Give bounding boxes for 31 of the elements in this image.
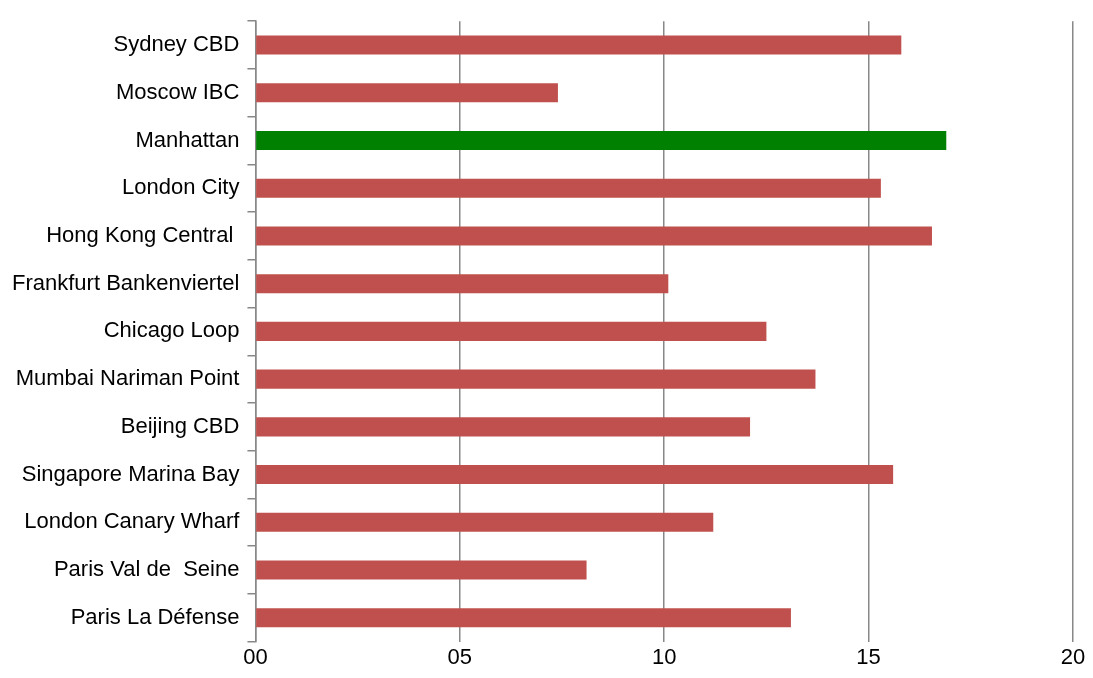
x-tick-label: 10 bbox=[651, 643, 677, 669]
y-tick-label: Frankfurt Bankenviertel bbox=[12, 269, 240, 295]
bar bbox=[256, 274, 669, 294]
y-tick-label: Paris Val de Seine bbox=[53, 556, 240, 582]
y-tick-label: Moscow IBC bbox=[115, 78, 240, 104]
bar bbox=[256, 369, 816, 389]
y-tick-label: Hong Kong Central bbox=[46, 222, 240, 248]
y-tick-label: Paris La Défense bbox=[70, 603, 240, 629]
bar bbox=[256, 417, 751, 437]
y-tick-label: Mumbai Nariman Point bbox=[15, 365, 240, 391]
y-tick-label: Sydney CBD bbox=[113, 31, 240, 57]
bar bbox=[256, 226, 932, 246]
y-tick-label: Beijing CBD bbox=[120, 412, 240, 438]
bar bbox=[256, 512, 714, 532]
x-tick-label: 20 bbox=[1060, 643, 1086, 669]
y-tick-label: Singapore Marina Bay bbox=[21, 460, 240, 486]
bar bbox=[256, 560, 587, 580]
bar bbox=[256, 608, 791, 628]
y-tick-label: London City bbox=[122, 174, 240, 200]
bar bbox=[256, 178, 881, 198]
bar bbox=[256, 83, 558, 103]
y-tick-label: London Canary Wharf bbox=[24, 508, 241, 534]
x-tick-label: 00 bbox=[243, 643, 268, 669]
x-tick-label: 05 bbox=[447, 643, 473, 669]
x-tick-label: 15 bbox=[856, 643, 881, 669]
bar bbox=[256, 35, 902, 55]
bar bbox=[256, 130, 947, 151]
bar bbox=[256, 465, 894, 485]
y-tick-label: Chicago Loop bbox=[103, 317, 240, 343]
y-tick-label: Manhattan bbox=[135, 126, 240, 152]
bar bbox=[256, 321, 767, 341]
